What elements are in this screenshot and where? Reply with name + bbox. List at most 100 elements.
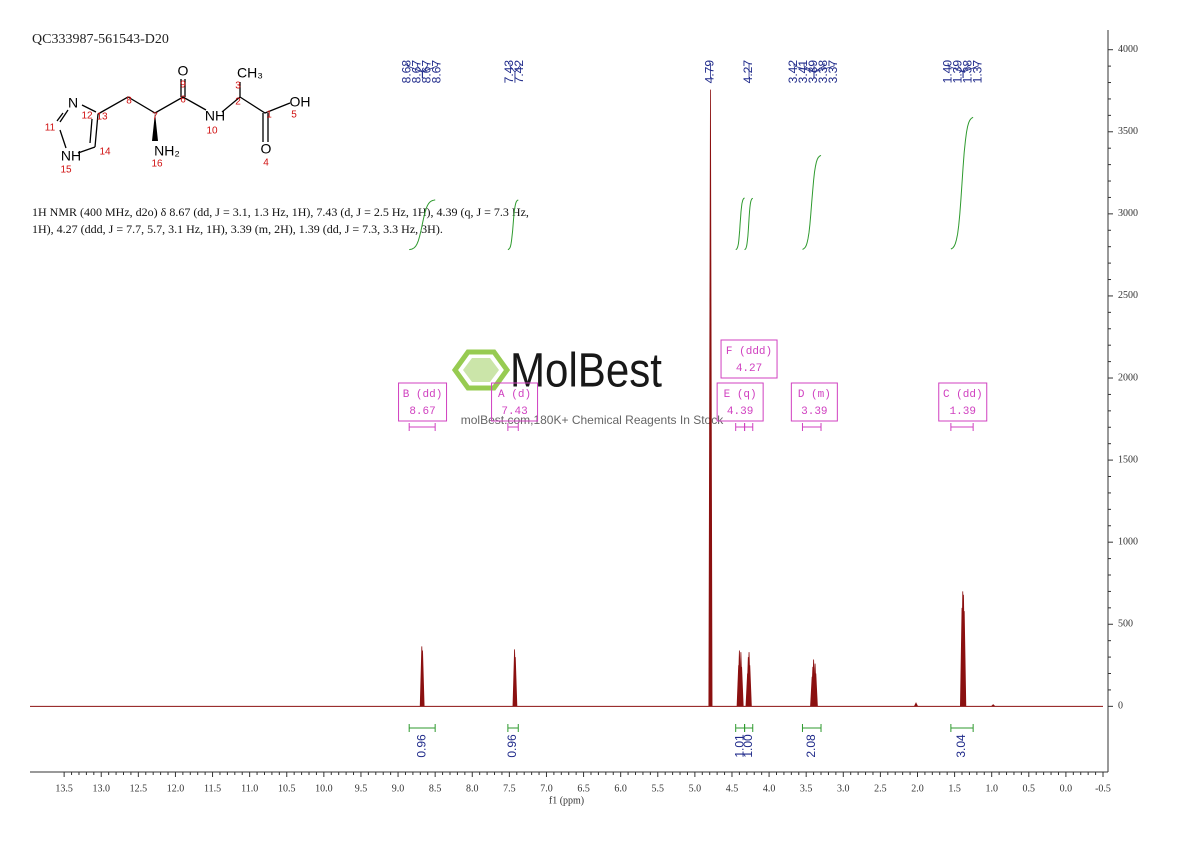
x-tick-label: 6.0 (614, 783, 627, 794)
atom-label: NH (205, 108, 225, 124)
integral-curve (409, 199, 436, 251)
peak-label: 1.37 (970, 60, 984, 84)
peak-label: 3.39 (806, 60, 820, 84)
x-tick-label: 1.0 (985, 783, 998, 794)
atom-number: 16 (151, 159, 163, 170)
peak (813, 673, 818, 707)
atom-number: 6 (180, 95, 186, 106)
y-tick-label: 0 (1118, 701, 1123, 712)
x-tick-label: 13.0 (92, 783, 110, 794)
x-tick-label: -0.5 (1095, 783, 1111, 794)
peak-label: 8.68 (400, 60, 414, 84)
y-tick-label: 3000 (1118, 208, 1138, 219)
integral-curve (802, 154, 822, 250)
x-axis-label: f1 (ppm) (549, 795, 584, 806)
atom-number: 15 (60, 165, 72, 176)
atom-number: 12 (81, 111, 93, 122)
peak-label: 3.38 (816, 60, 830, 84)
atom-label: CH₃ (237, 65, 263, 81)
multiplet-box (720, 339, 778, 379)
atom-label: O (261, 141, 272, 157)
multiplet-shift: 7.43 (501, 406, 527, 418)
peak (747, 665, 752, 707)
multiplet-label: F (ddd) (726, 346, 772, 358)
multiplet-range (507, 423, 519, 431)
atom-number: 9 (180, 80, 186, 91)
x-tick-label: 4.5 (726, 783, 739, 794)
integral-curve (735, 197, 745, 251)
peak-label: 8.67 (410, 60, 424, 84)
integral-curve (507, 199, 519, 251)
wedge-bond (152, 113, 158, 141)
integral-label: 2.08 (804, 734, 818, 758)
y-tick-label: 2000 (1118, 372, 1138, 383)
multiplet-label: C (dd) (943, 389, 983, 401)
atom-number: 8 (126, 96, 132, 107)
peak (739, 666, 744, 707)
x-tick-label: 10.0 (315, 783, 333, 794)
multiplet-range (801, 423, 822, 431)
atom-label: O (178, 63, 189, 79)
atom-number: 1 (266, 110, 272, 121)
integral-label: 1.00 (741, 734, 755, 758)
multiplet-label: A (d) (498, 389, 531, 401)
y-tick-label: 500 (1118, 619, 1133, 630)
atom-label: N (68, 95, 78, 111)
x-tick-label: 7.0 (540, 783, 553, 794)
multiplet-box (790, 382, 838, 422)
peak-label: 7.43 (502, 60, 516, 84)
x-tick-label: 3.5 (800, 783, 813, 794)
peak-label: 4.27 (741, 60, 755, 84)
logo-hexagon-inner (463, 358, 499, 382)
x-tick-label: 10.5 (278, 783, 296, 794)
x-tick-label: 0.5 (1023, 783, 1036, 794)
peak (708, 89, 713, 707)
integral-bracket (507, 724, 519, 732)
x-tick-label: 2.5 (874, 783, 887, 794)
multiplet-box (491, 382, 539, 422)
multiplet-box (716, 382, 764, 422)
atom-number: 3 (235, 81, 241, 92)
atom-number: 14 (99, 147, 111, 158)
multiplet-shift: 4.27 (736, 363, 762, 375)
sample-id: QC333987-561543-D20 (32, 32, 169, 47)
peak-label: 1.38 (960, 60, 974, 84)
peak-label-leader (514, 63, 521, 78)
multiplet-box (938, 382, 988, 422)
multiplet-shift: 4.39 (727, 406, 753, 418)
atom-number: 2 (235, 97, 241, 108)
atom-number: 4 (263, 158, 269, 169)
multiplet-shift: 8.67 (409, 406, 435, 418)
watermark-tagline: molBest.com,180K+ Chemical Reagents In S… (461, 413, 724, 427)
watermark: MolBest molBest.com,180K+ Chemical Reage… (451, 345, 724, 427)
x-tick-label: 1.5 (948, 783, 961, 794)
x-tick-label: 4.0 (763, 783, 776, 794)
y-tick-label: 1000 (1118, 536, 1138, 547)
multiplet-label: D (m) (798, 389, 831, 401)
structure: N NH NH₂ O NH CH₃ OH O 1 2 3 4 5 6 7 8 9… (45, 63, 311, 176)
integral-bracket (735, 724, 746, 732)
peak (513, 657, 518, 707)
peak-label: 3.42 (786, 60, 800, 84)
integral-bracket (408, 724, 436, 732)
integral-bracket (801, 724, 822, 732)
x-tick-label: 9.0 (392, 783, 405, 794)
nmr-description: 1H), 4.27 (ddd, J = 7.7, 5.7, 3.1 Hz, 1H… (32, 222, 443, 236)
peak-label-leader (962, 63, 979, 78)
integral-bracket (744, 724, 754, 732)
x-tick-label: 12.5 (130, 783, 148, 794)
x-tick-label: 11.5 (204, 783, 221, 794)
atom-number: 10 (206, 126, 218, 137)
integral-curve (950, 116, 974, 250)
atom-number: 13 (96, 112, 108, 123)
atom-number: 7 (152, 112, 158, 123)
x-tick-label: 8.5 (429, 783, 442, 794)
y-tick-label: 3500 (1118, 126, 1138, 137)
integral-curve (744, 197, 754, 251)
peak-label: 7.42 (512, 60, 526, 84)
logo-hexagon (451, 349, 511, 391)
y-tick-label: 1500 (1118, 454, 1138, 465)
x-tick-label: 5.0 (689, 783, 702, 794)
